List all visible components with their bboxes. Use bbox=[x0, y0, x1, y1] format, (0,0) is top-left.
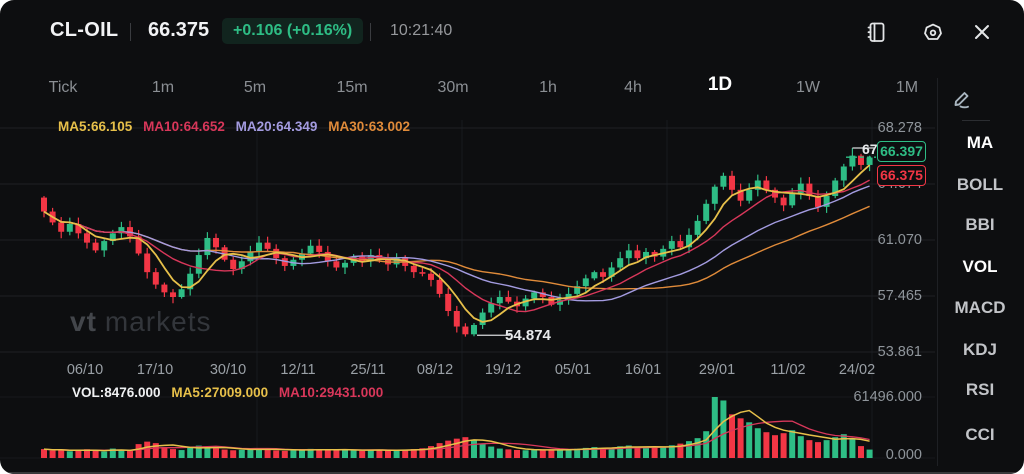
divider bbox=[130, 23, 131, 41]
y-axis-label: 53.861 bbox=[877, 344, 922, 360]
tab-1d[interactable]: 1D bbox=[707, 74, 733, 95]
vol-ma10-value: MA10:29431.000 bbox=[278, 385, 384, 400]
sidebar-divider bbox=[937, 78, 938, 466]
close-icon[interactable] bbox=[968, 18, 996, 46]
high-price-annotation: 67 bbox=[862, 141, 878, 157]
x-axis-label: 08/12 bbox=[416, 362, 454, 378]
bottom-edge bbox=[0, 472, 1024, 474]
x-axis-label: 12/11 bbox=[280, 362, 316, 378]
x-axis-label: 06/10 bbox=[66, 362, 104, 378]
x-axis-label: 30/10 bbox=[209, 362, 247, 378]
sidebar-item-cci[interactable]: CCI bbox=[965, 425, 995, 444]
sidebar-item-kdj[interactable]: KDJ bbox=[962, 340, 997, 359]
last-price: 66.375 bbox=[148, 19, 210, 41]
sidebar-item-macd[interactable]: MACD bbox=[954, 298, 1006, 317]
volume-axis-zero: 0.000 bbox=[885, 447, 922, 463]
divider bbox=[370, 23, 371, 41]
volume-legend: VOL:8476.000 MA5:27009.000 MA10:29431.00… bbox=[72, 385, 390, 400]
x-axis-label: 29/01 bbox=[698, 362, 736, 378]
watermark-light: markets bbox=[104, 306, 212, 337]
ma20-value: MA20:64.349 bbox=[235, 119, 318, 134]
draw-pencil-icon[interactable] bbox=[948, 84, 976, 112]
tab-1h[interactable]: 1h bbox=[539, 79, 557, 96]
y-axis-label: 68.278 bbox=[877, 120, 922, 136]
ma-legend: MA5:66.105 MA10:64.652 MA20:64.349 MA30:… bbox=[58, 119, 417, 134]
x-axis-label: 11/02 bbox=[770, 362, 806, 378]
low-price-annotation: 54.874 bbox=[505, 327, 551, 344]
sidebar-small-divider bbox=[962, 120, 990, 121]
sidebar-item-rsi[interactable]: RSI bbox=[965, 380, 995, 399]
y-axis-label: 61.070 bbox=[877, 232, 922, 248]
volume-axis-max: 61496.000 bbox=[853, 389, 922, 405]
price-change-badge: +0.106 (+0.16%) bbox=[222, 18, 364, 44]
x-axis-label: 24/02 bbox=[838, 362, 876, 378]
journal-icon[interactable] bbox=[862, 18, 890, 46]
ma10-value: MA10:64.652 bbox=[143, 119, 225, 134]
y-axis-label: 57.465 bbox=[877, 288, 922, 304]
tab-1w[interactable]: 1W bbox=[796, 79, 820, 96]
sidebar-item-bbi[interactable]: BBI bbox=[965, 215, 995, 234]
ma30-value: MA30:63.002 bbox=[328, 119, 411, 134]
watermark-bold: vt bbox=[70, 306, 97, 337]
symbol-title: CL-OIL bbox=[50, 19, 119, 41]
vol-ma5-value: MA5:27009.000 bbox=[171, 385, 269, 400]
server-time: 10:21:40 bbox=[390, 22, 453, 39]
tab-4h[interactable]: 4h bbox=[624, 79, 642, 96]
tab-1m[interactable]: 1m bbox=[151, 79, 175, 96]
ma5-value: MA5:66.105 bbox=[58, 119, 133, 134]
x-axis-label: 05/01 bbox=[554, 362, 592, 378]
tab-1m-month[interactable]: 1M bbox=[895, 79, 919, 96]
x-axis-label: 16/01 bbox=[624, 362, 662, 378]
current-price-tag: 66.375 bbox=[877, 165, 926, 186]
vol-value: VOL:8476.000 bbox=[72, 385, 161, 400]
x-axis-label: 25/11 bbox=[350, 362, 386, 378]
x-axis-label: 19/12 bbox=[484, 362, 522, 378]
sidebar-item-ma[interactable]: MA bbox=[966, 133, 994, 152]
settings-icon[interactable] bbox=[919, 18, 947, 46]
tab-5m[interactable]: 5m bbox=[243, 79, 267, 96]
candlestick-chart[interactable] bbox=[0, 108, 935, 464]
tab-15m[interactable]: 15m bbox=[336, 79, 368, 96]
tab-tick[interactable]: Tick bbox=[48, 79, 78, 96]
sidebar-item-vol[interactable]: VOL bbox=[962, 257, 998, 276]
tab-30m[interactable]: 30m bbox=[437, 79, 469, 96]
x-axis-label: 17/10 bbox=[136, 362, 174, 378]
vtmarkets-watermark: vt markets bbox=[70, 306, 211, 338]
sidebar-item-boll[interactable]: BOLL bbox=[956, 175, 1004, 194]
last-close-price-tag: 66.397 bbox=[877, 141, 926, 162]
